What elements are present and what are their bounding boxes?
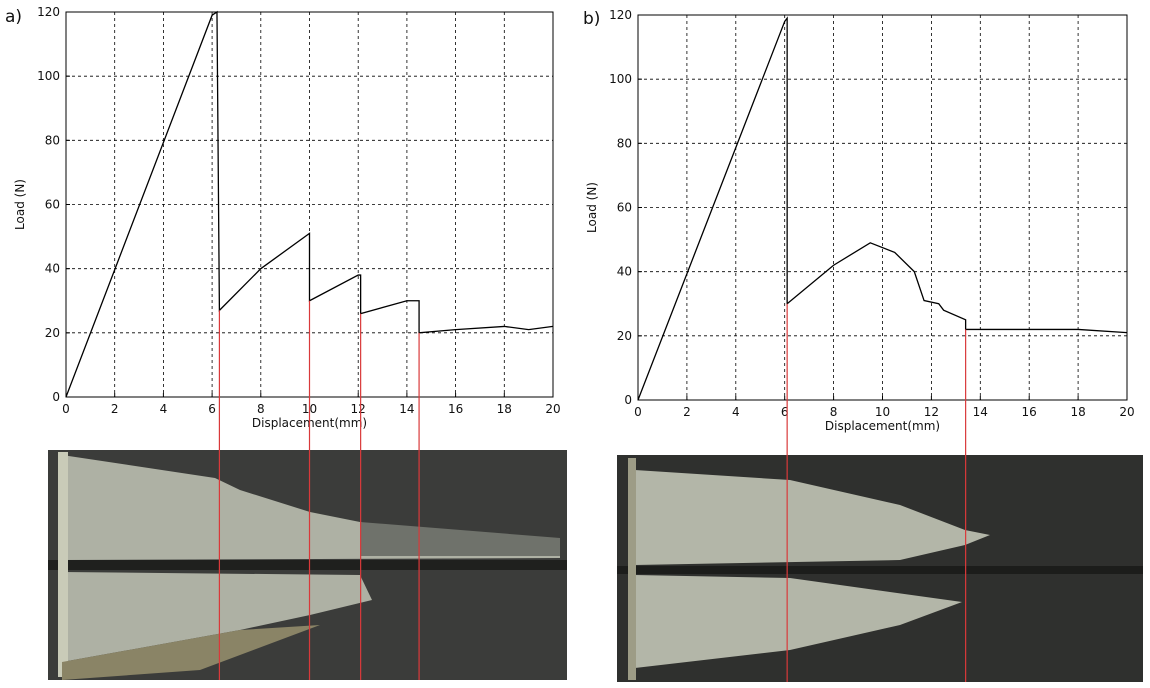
y-tick-label: 0: [624, 393, 632, 407]
y-tick-label: 120: [37, 5, 60, 19]
y-tick-label: 40: [617, 265, 632, 279]
panel-label: b): [583, 9, 600, 29]
data-line: [637, 16, 1128, 401]
x-tick-label: 0: [62, 402, 70, 416]
x-tick-label: 4: [160, 402, 168, 416]
y-tick-label: 20: [45, 326, 60, 340]
y-tick-label: 60: [45, 198, 60, 212]
panel-label: a): [5, 7, 22, 27]
x-tick-label: 12: [924, 405, 939, 419]
x-tick-label: 2: [111, 402, 119, 416]
y-tick-label: 40: [45, 262, 60, 276]
y-axis-label: Load (N): [585, 182, 599, 233]
plot-frame: [637, 14, 1128, 401]
y-tick-label: 0: [52, 390, 60, 404]
x-tick-label: 16: [1022, 405, 1037, 419]
y-tick-label: 100: [609, 72, 632, 86]
x-tick-label: 20: [545, 402, 560, 416]
x-tick-label: 0: [634, 405, 642, 419]
y-tick-label: 80: [45, 133, 60, 147]
x-tick-label: 20: [1119, 405, 1134, 419]
y-tick-label: 100: [37, 69, 60, 83]
y-axis-label: Load (N): [13, 179, 27, 230]
x-axis-label: Displacement(mm): [825, 419, 940, 433]
x-tick-label: 2: [683, 405, 691, 419]
y-tick-label: 60: [617, 201, 632, 215]
x-tick-label: 16: [448, 402, 463, 416]
photo-b: [617, 455, 1143, 682]
x-tick-label: 10: [875, 405, 890, 419]
x-tick-label: 6: [781, 405, 789, 419]
x-tick-label: 14: [399, 402, 414, 416]
x-tick-label: 18: [1070, 405, 1085, 419]
x-tick-label: 4: [732, 405, 740, 419]
y-tick-label: 80: [617, 136, 632, 150]
photo-a: [48, 450, 567, 680]
x-tick-label: 14: [973, 405, 988, 419]
y-tick-label: 20: [617, 329, 632, 343]
x-tick-label: 8: [830, 405, 838, 419]
x-tick-label: 12: [351, 402, 366, 416]
x-tick-label: 8: [257, 402, 265, 416]
x-tick-label: 6: [208, 402, 216, 416]
y-tick-label: 120: [609, 8, 632, 22]
x-tick-label: 18: [497, 402, 512, 416]
data-line: [65, 10, 554, 398]
